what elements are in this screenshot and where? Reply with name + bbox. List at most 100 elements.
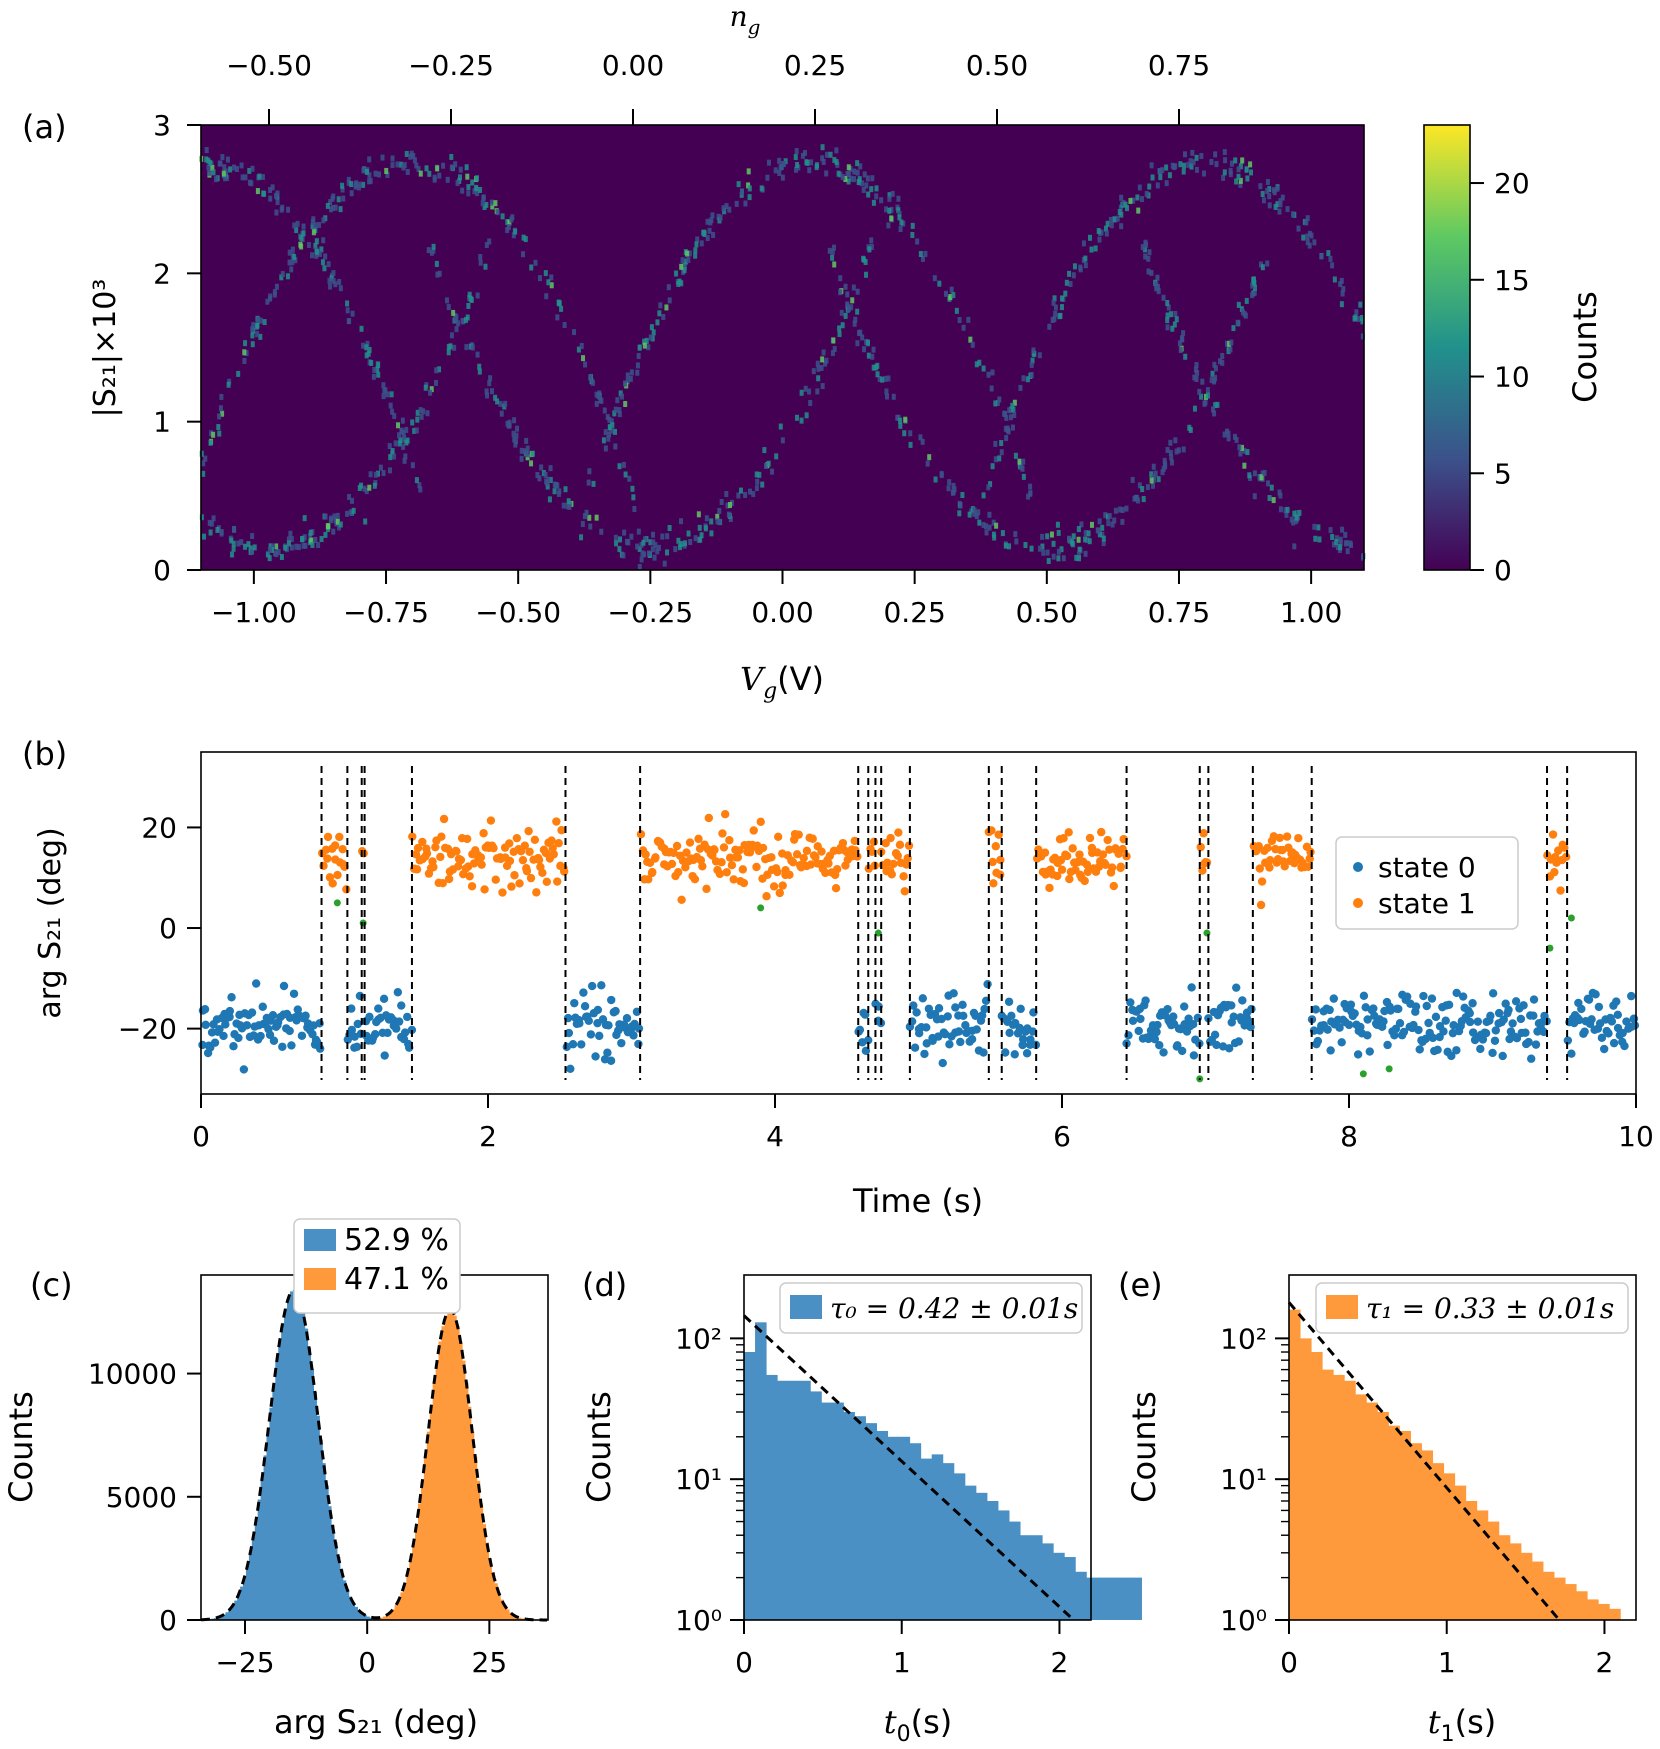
hist-bar-state1 [511, 1614, 516, 1620]
state0-point [225, 1006, 235, 1016]
state1-point [512, 833, 522, 843]
heatmap-cell [1213, 151, 1218, 158]
heatmap-cell [885, 393, 890, 400]
heatmap-cell [338, 285, 343, 292]
heatmap-cell [664, 304, 669, 311]
state0-point [355, 991, 365, 1001]
heatmap-cell [547, 496, 552, 503]
heatmap-cell [1119, 211, 1124, 218]
heatmap-cell [1142, 246, 1147, 253]
heatmap-cell [869, 186, 874, 193]
heatmap-cell [880, 376, 885, 383]
heatmap-cell [1003, 411, 1008, 418]
heatmap-cell [346, 318, 351, 325]
heatmap-cell [986, 484, 991, 491]
heatmap-cell [375, 366, 380, 373]
state0-point [287, 1041, 296, 1050]
heatmap-cell [414, 477, 419, 484]
heatmap-cell [864, 271, 869, 278]
hist-bar-state0 [360, 1613, 364, 1620]
heatmap-cell [803, 385, 808, 392]
heatmap-cell [1149, 477, 1154, 484]
heatmap-cell [340, 186, 345, 193]
heatmap-cell [511, 232, 516, 239]
heatmap-cell [1140, 244, 1145, 251]
heatmap-cell [1222, 169, 1227, 176]
heatmap-cell [269, 546, 274, 553]
heatmap-cell [699, 240, 704, 247]
heatmap-cell [487, 380, 492, 387]
heatmap-cell [648, 334, 653, 341]
heatmap-cell [658, 302, 663, 309]
heatmap-cell [816, 375, 821, 382]
heatmap-cell [403, 453, 408, 460]
heatmap-cell [1135, 194, 1140, 201]
heatmap-cell [1177, 340, 1182, 347]
state1-point [895, 840, 905, 850]
hist-bar-state0 [219, 1616, 224, 1620]
heatmap-cell [598, 397, 603, 404]
heatmap-cell [899, 219, 904, 226]
x-tick-label: 0.75 [1148, 596, 1210, 629]
panel-b-y-label: arg S₂₁ (deg) [33, 827, 68, 1018]
colorbar-tick-label: 10 [1494, 361, 1530, 394]
heatmap-cell [392, 412, 397, 419]
state1-point [462, 834, 472, 844]
state0-point [1232, 983, 1241, 992]
state0-point [1001, 1048, 1010, 1057]
hist-bar-state1 [406, 1572, 410, 1620]
state0-point [403, 1012, 412, 1022]
heatmap-cell [920, 438, 925, 445]
state0-point [1177, 1046, 1187, 1056]
state0-point [1494, 1008, 1504, 1018]
state1-point [534, 855, 544, 865]
heatmap-cell [1301, 234, 1306, 241]
state0-point [200, 1005, 210, 1014]
heatmap-cell [280, 204, 285, 211]
heatmap-cell [838, 275, 843, 282]
hist-bar-state1 [438, 1341, 443, 1620]
heatmap-cell [434, 260, 439, 267]
state1-point [524, 826, 533, 836]
heatmap-cell [991, 519, 996, 526]
state1-point [718, 829, 727, 838]
heatmap-cell [317, 221, 322, 228]
heatmap-cell [1224, 428, 1229, 435]
heatmap-cell [1261, 197, 1266, 204]
heatmap-cell [838, 289, 843, 296]
state0-point [1567, 1049, 1576, 1058]
state0-point [1394, 1004, 1403, 1014]
heatmap-cell [1121, 199, 1126, 206]
heatmap-cell [1228, 171, 1233, 178]
heatmap-cell [1181, 446, 1186, 453]
state0-point [1313, 1036, 1323, 1046]
heatmap-cell [1344, 540, 1349, 547]
state1-point [1306, 847, 1315, 857]
heatmap-cell [845, 301, 850, 308]
state1-point [1118, 844, 1127, 854]
heatmap-cell [1249, 169, 1254, 176]
heatmap-cell [648, 539, 653, 546]
state0-point [1369, 1004, 1378, 1013]
heatmap-cell [561, 502, 566, 509]
state0-point [1465, 1017, 1475, 1027]
panel-c-marks [196, 1288, 547, 1622]
heatmap-cell [1341, 286, 1346, 293]
heatmap-cell [1059, 295, 1064, 302]
heatmap-cell [747, 185, 752, 192]
heatmap-cell [535, 472, 540, 479]
heatmap-cell [453, 313, 458, 320]
heatmap-cell [1110, 521, 1115, 528]
heatmap-cell [390, 155, 395, 162]
heatmap-cell [640, 550, 645, 557]
heatmap-cell [290, 259, 295, 266]
state0-point [1441, 1016, 1450, 1025]
heatmap-cell [490, 203, 495, 210]
hist-bar [799, 1380, 811, 1620]
heatmap-cell [1294, 510, 1299, 517]
heatmap-cell [207, 169, 212, 176]
heatmap-cell [693, 252, 698, 259]
hist-bar-state0 [263, 1455, 268, 1620]
heatmap-cell [1205, 392, 1210, 399]
